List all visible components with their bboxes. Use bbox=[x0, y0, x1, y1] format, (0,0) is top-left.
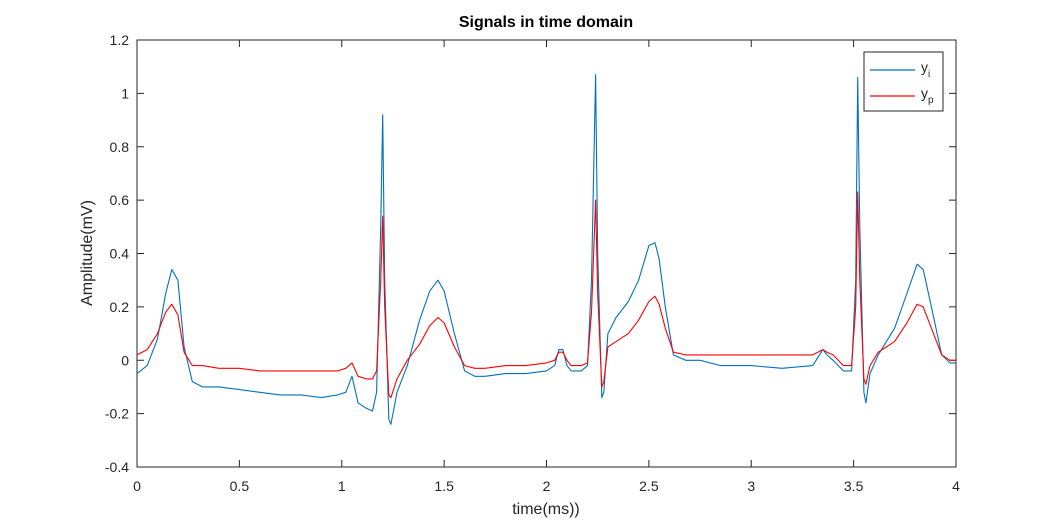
legend-box bbox=[863, 51, 944, 112]
y-tick-label: 0.2 bbox=[110, 299, 130, 315]
y-tick-label: 1 bbox=[121, 85, 129, 101]
legend-label-p: yp bbox=[921, 85, 934, 106]
y-tick-label: 1.2 bbox=[110, 32, 130, 48]
y-tick-label: 0.4 bbox=[110, 246, 130, 262]
x-axis-title: time(ms)) bbox=[512, 501, 580, 518]
y-tick-label: -0.2 bbox=[105, 406, 129, 422]
y-tick-label: 0.6 bbox=[110, 192, 130, 208]
x-tick-label: 3.5 bbox=[844, 478, 864, 494]
x-tick-label: 0.5 bbox=[230, 478, 250, 494]
axis-ticks: 0 0.5 1 1.5 2 2.5 3 3.5 4 -0.4 -0.2 0 0.2 0.4 0.6 0.8 1 1… bbox=[105, 32, 960, 494]
x-tick-label: 0 bbox=[133, 478, 141, 494]
x-tick-label: 1 bbox=[338, 478, 346, 494]
series-line-y-i bbox=[136, 74, 956, 425]
chart-title: Signals in time domain bbox=[459, 14, 633, 31]
series-layer bbox=[136, 74, 956, 425]
y-tick-label: 0 bbox=[121, 352, 129, 368]
legend-label-i: yi bbox=[921, 59, 930, 80]
x-tick-label: 4 bbox=[952, 478, 960, 494]
y-tick-label: -0.4 bbox=[105, 459, 129, 475]
x-tick-label: 2.5 bbox=[639, 478, 659, 494]
legend: yi yp bbox=[863, 51, 944, 112]
y-tick-label: 0.8 bbox=[110, 139, 130, 155]
x-tick-label: 3 bbox=[747, 478, 755, 494]
x-tick-label: 2 bbox=[543, 478, 551, 494]
plot-area bbox=[136, 39, 957, 468]
y-axis-title: Amplitude(mV) bbox=[79, 200, 96, 306]
x-tick-label: 1.5 bbox=[434, 478, 454, 494]
series-line-y-p bbox=[136, 191, 956, 399]
